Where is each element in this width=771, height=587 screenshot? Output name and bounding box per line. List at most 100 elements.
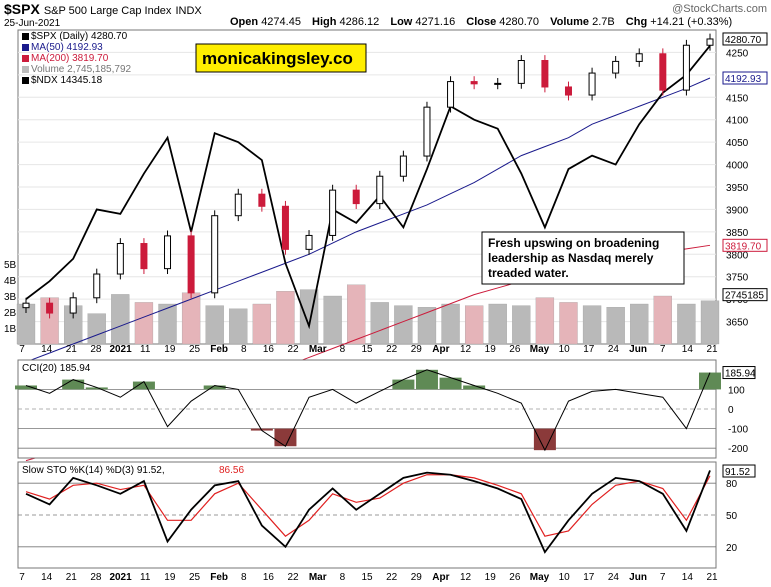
x-tick-label-bottom: 8 [340,572,346,583]
low-value: 4271.16 [415,16,456,28]
cci-tick-label: -100 [728,425,748,436]
x-tick-label-bottom: 8 [241,572,247,583]
x-tick-label: 21 [706,344,718,355]
open-value: 4274.45 [261,16,301,28]
x-tick-label-bottom: 2021 [109,572,132,583]
x-tick-label: 14 [682,344,694,355]
open-label: Open [230,16,259,28]
volume-bar [323,295,342,345]
x-tick-label-bottom: 19 [485,572,497,583]
volume-bar [582,305,602,345]
volume-bar [606,307,625,345]
x-tick-label-bottom: 14 [682,572,694,583]
candle-body [22,302,30,309]
x-tick-label-bottom: 7 [19,572,25,583]
legend-spx: $SPX (Daily) 4280.70 [22,31,131,42]
cci-badge-box [722,366,756,380]
volume-bar [653,295,672,345]
candle-body [635,53,643,62]
volume-bar [535,297,555,345]
candle-body [46,302,54,314]
price-tick-label: 4050 [726,138,749,149]
x-tick-label: 28 [90,344,102,355]
candle-body [659,53,667,91]
close-value: 4280.70 [499,16,540,28]
x-tick-label-bottom: 28 [90,572,102,583]
ndx-line [25,45,711,330]
candle-body [93,273,101,299]
x-tick-label: 26 [509,344,521,355]
volume-bar [394,305,413,345]
symbol: $SPX [4,1,40,17]
volume-tick-label: 3B [4,292,17,303]
x-tick-label: 7 [19,344,25,355]
x-tick-label-bottom: 24 [608,572,620,583]
x-tick-label: 12 [460,344,472,355]
cci-tick-label: -200 [728,444,748,455]
x-tick-label-bottom: 11 [140,572,151,583]
x-tick-label: 21 [66,344,78,355]
high-value: 4286.12 [339,16,380,28]
x-tick-label: 17 [583,344,595,355]
volume-bar [181,292,201,345]
price-tick-label: 3800 [726,250,749,261]
price-tick-label: 4150 [726,93,749,104]
candle-body [211,215,219,294]
close-badge-box [722,32,768,46]
x-tick-label: 14 [41,344,53,355]
x-tick-label: 7 [660,344,666,355]
candle-body [305,234,313,250]
candle-body [352,189,360,205]
x-tick-label-bottom: 10 [559,572,571,583]
price-tick-label: 4250 [726,48,749,59]
x-tick-label: 19 [485,344,497,355]
candle-body [140,243,148,270]
volume-bar [417,307,437,345]
x-tick-label-bottom: 21 [706,572,718,583]
legend-volume: Volume 2,745,185,792 [22,64,131,75]
legend-swatch [22,66,29,73]
x-tick-label-bottom: Feb [210,572,228,583]
x-tick-label-bottom: 21 [66,572,78,583]
cci-fill [274,428,297,447]
volume-bar [111,294,130,345]
stoch-tick-label: 50 [726,511,738,522]
volume-bar [370,302,389,345]
price-tick-label: 4000 [726,161,749,172]
x-tick-label: 8 [241,344,247,355]
date: 25-Jun-2021 [4,18,61,29]
x-tick-label: 11 [140,344,151,355]
volume-bar [158,303,177,345]
chg-value: +14.21 (+0.33%) [650,16,733,28]
volume-bar [252,303,272,345]
volume-bar [464,305,484,345]
annotation-box [481,231,685,285]
volume-bar [512,305,531,345]
annotation-line: Fresh upswing on broadening [488,236,659,250]
volume-bar [488,303,507,345]
ma50-badge: 4192.93 [725,74,762,85]
volume-tick-label: 4B [4,276,17,287]
annotation-line: leadership as Nasdaq merely [488,251,654,265]
volume-bar [559,302,578,345]
candle-body [116,243,124,275]
x-tick-label-bottom: 22 [288,572,300,583]
x-tick-label-bottom: Jun [629,572,647,583]
x-tick-label-bottom: Apr [432,572,449,583]
cci-fill [463,385,486,390]
volume-bar [441,303,460,345]
stoch-tick-label: 80 [726,479,738,490]
x-tick-label-bottom: 12 [460,572,472,583]
chart-title: $SPX S&P 500 Large Cap Index INDX [4,1,202,17]
candle-body [69,297,77,314]
stoch-label: Slow STO %K(14) %D(3) 91.52, [22,465,165,476]
candle-body [612,60,620,74]
candle-body [517,60,525,84]
volume-tick-label: 1B [4,324,17,335]
cci-fill [533,428,556,451]
x-tick-label-bottom: 29 [411,572,423,583]
low-label: Low [390,16,413,28]
candle-body [706,38,714,46]
x-tick-label-bottom: 26 [509,572,521,583]
